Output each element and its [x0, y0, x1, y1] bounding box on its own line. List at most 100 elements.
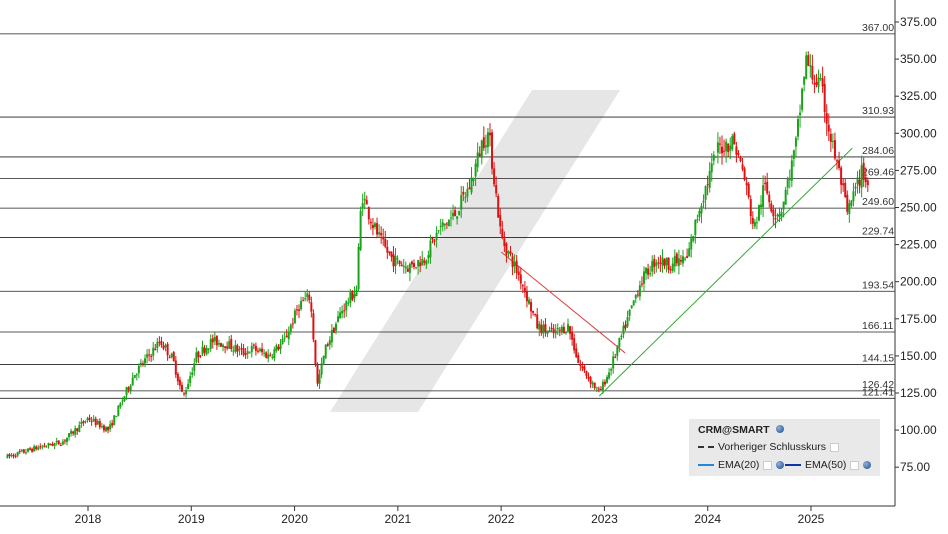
candle-body — [119, 403, 122, 407]
level-label: 310.93 — [862, 105, 894, 117]
candle-body — [497, 196, 500, 218]
candle-body — [665, 257, 668, 266]
candle-body — [764, 182, 767, 184]
candle-body — [427, 255, 430, 258]
candle-body — [630, 305, 633, 308]
candle-body — [452, 212, 455, 217]
candle-body — [137, 365, 140, 374]
x-tick-label: 2019 — [178, 512, 205, 526]
candle-body — [852, 191, 855, 202]
candle-body — [688, 248, 691, 257]
level-label: 367.00 — [862, 22, 894, 34]
candle-body — [478, 153, 481, 157]
candle-body — [591, 382, 594, 385]
candle-body — [525, 291, 528, 302]
candle-body — [6, 454, 9, 458]
candle-body — [191, 372, 194, 375]
candle-body — [552, 328, 555, 333]
candle-body — [714, 156, 717, 158]
candle-body — [786, 179, 789, 188]
candle-body — [575, 348, 578, 358]
candle-body — [33, 446, 36, 452]
level-label: 229.74 — [862, 226, 894, 238]
candle-body — [285, 335, 288, 338]
candle-body — [624, 324, 627, 329]
candle-body — [858, 179, 861, 186]
candle-body — [527, 299, 530, 304]
candle-body — [24, 452, 27, 454]
candle-body — [796, 119, 799, 137]
candle-body — [209, 339, 212, 349]
candle-body — [495, 185, 498, 194]
candle-body — [647, 268, 650, 275]
candle-body — [700, 205, 703, 214]
candle-body — [640, 283, 643, 285]
candle-body — [357, 246, 360, 290]
candle-body — [710, 163, 713, 173]
candle-body — [677, 258, 680, 266]
globe-icon[interactable] — [863, 461, 872, 469]
y-tick-label: 75.00 — [900, 460, 930, 474]
candle-body — [281, 339, 284, 344]
candle-body — [252, 344, 255, 346]
candle-body — [521, 285, 524, 287]
candle-body — [441, 222, 444, 227]
candle-body — [589, 377, 592, 384]
checkbox-icon[interactable] — [850, 460, 860, 470]
candle-body — [261, 348, 264, 353]
candle-body — [240, 347, 243, 350]
candle-body — [499, 214, 502, 227]
candle-body — [445, 223, 448, 225]
candle-body — [273, 349, 276, 359]
legend-item-label: EMA(20) — [718, 459, 760, 471]
x-tick-label: 2023 — [591, 512, 618, 526]
candle-body — [651, 261, 654, 272]
candle-body — [721, 146, 724, 154]
y-tick-label: 175.00 — [900, 312, 937, 326]
candle-body — [850, 200, 853, 206]
candle-body — [840, 167, 843, 185]
candle-body — [645, 267, 648, 274]
candle-body — [757, 204, 760, 221]
candle-body — [47, 443, 50, 446]
candle-body — [141, 363, 144, 365]
candle-body — [394, 255, 397, 267]
candle-body — [293, 310, 296, 324]
watermark-logo — [330, 90, 620, 412]
candle-body — [248, 352, 251, 354]
candle-body — [558, 329, 561, 331]
candle-body — [326, 344, 329, 346]
candle-body — [211, 338, 214, 343]
globe-icon[interactable] — [776, 425, 785, 433]
candle-body — [776, 214, 779, 217]
checkbox-icon[interactable] — [763, 460, 773, 470]
candle-body — [864, 177, 867, 182]
candle-body — [540, 324, 543, 333]
checkbox-icon[interactable] — [829, 442, 839, 452]
candle-body — [661, 257, 664, 266]
candle-body — [741, 164, 744, 170]
candle-body — [238, 349, 241, 351]
candle-body — [98, 421, 101, 428]
candle-body — [747, 183, 750, 198]
trendline — [500, 251, 626, 354]
candle-body — [123, 396, 126, 401]
candle-body — [642, 271, 645, 284]
candle-body — [139, 362, 142, 365]
legend-item-ema20: EMA(20) — [698, 459, 785, 471]
candle-body — [168, 357, 171, 359]
candle-body — [49, 444, 52, 446]
candle-body — [41, 446, 44, 448]
candle-body — [82, 421, 85, 423]
candle-body — [807, 55, 810, 66]
candle-body — [671, 263, 674, 272]
candle-body — [68, 433, 71, 438]
candle-body — [809, 64, 812, 67]
candle-body — [821, 78, 824, 87]
candle-body — [320, 363, 323, 375]
level-label: 144.15 — [862, 353, 894, 365]
candle-body — [339, 312, 342, 319]
candle-body — [219, 343, 222, 347]
candle-body — [308, 294, 311, 301]
globe-icon[interactable] — [776, 461, 785, 469]
